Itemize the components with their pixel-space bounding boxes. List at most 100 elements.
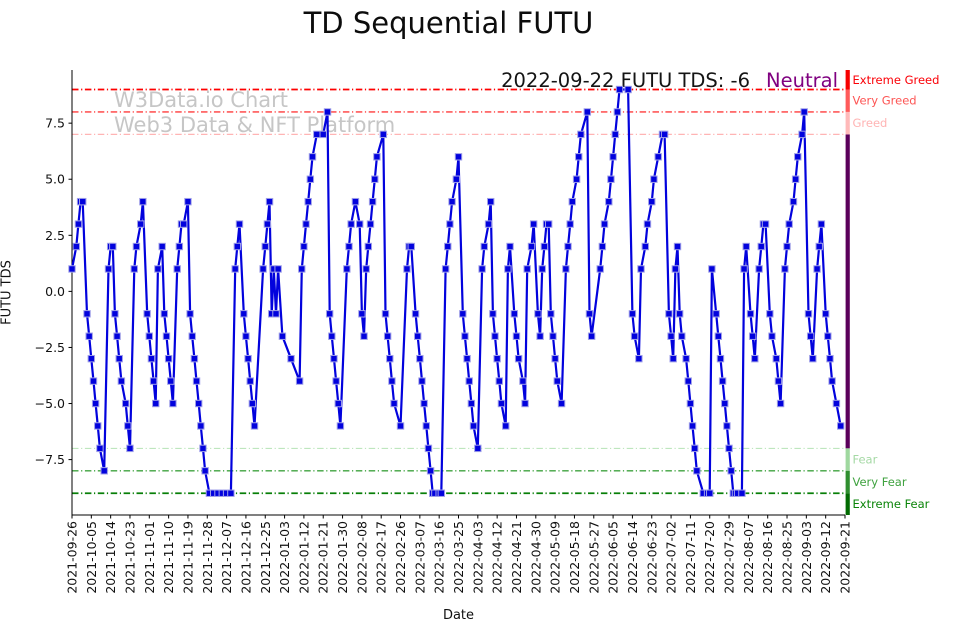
x-tick-label: 2021-10-23: [122, 521, 137, 594]
data-point-marker: [304, 197, 312, 206]
data-point-marker: [673, 242, 682, 251]
data-point-marker: [386, 354, 394, 363]
data-point-marker: [94, 422, 102, 430]
data-point-marker: [512, 332, 521, 340]
data-point-marker: [418, 377, 426, 385]
y-tick-label: 5.0: [45, 172, 65, 187]
x-tick-label: 2022-09-12: [818, 521, 833, 594]
data-point-marker: [139, 197, 147, 206]
data-point-marker: [111, 310, 119, 318]
data-point-marker: [761, 220, 770, 228]
x-tick-label: 2022-03-07: [412, 521, 427, 594]
data-point-marker: [235, 220, 244, 228]
data-point-marker: [444, 242, 452, 251]
x-tick-label: 2022-09-21: [838, 521, 853, 594]
data-point-marker: [100, 467, 108, 475]
data-point-marker: [113, 332, 121, 340]
data-point-marker: [478, 265, 486, 273]
data-point-marker: [287, 354, 295, 363]
data-point-marker: [712, 310, 720, 318]
x-tick-label: 2022-01-21: [316, 521, 331, 594]
x-tick-label: 2022-08-07: [741, 521, 756, 594]
data-point-marker: [274, 265, 282, 273]
data-point-marker: [465, 377, 473, 385]
data-point-marker: [388, 377, 396, 385]
data-point-marker: [149, 377, 158, 385]
data-point-marker: [467, 399, 476, 408]
data-point-marker: [776, 399, 785, 408]
data-point-marker: [197, 422, 205, 430]
data-point-marker: [259, 265, 267, 273]
data-point-marker: [714, 332, 723, 340]
data-point-marker: [137, 220, 145, 228]
data-point-marker: [693, 467, 701, 475]
x-tick-label: 2022-01-03: [277, 521, 292, 594]
sentiment-bar-neutral: [845, 134, 850, 449]
data-point-marker: [519, 377, 527, 385]
data-point-marker: [824, 332, 832, 340]
sentiment-band-label-greed: Greed: [853, 116, 888, 130]
data-point-marker: [306, 175, 315, 183]
data-point-marker: [637, 265, 645, 273]
x-tick-label: 2022-09-03: [799, 521, 814, 594]
data-point-marker: [332, 377, 340, 385]
data-point-marker: [510, 310, 519, 318]
data-point-marker: [624, 85, 632, 94]
data-point-marker: [648, 197, 656, 206]
data-point-marker: [194, 399, 203, 408]
data-point-marker: [79, 197, 87, 206]
data-point-marker: [751, 354, 759, 363]
data-point-marker: [783, 242, 791, 251]
sentiment-band-label-very-greed: Very Greed: [853, 94, 917, 108]
data-point-marker: [104, 265, 113, 273]
data-point-marker: [800, 108, 808, 116]
data-point-marker: [813, 265, 821, 273]
x-tick-label: 2022-04-30: [528, 521, 543, 594]
chart-title: TD Sequential FUTU: [303, 6, 594, 40]
data-point-marker: [201, 467, 209, 475]
data-point-marker: [487, 197, 495, 206]
data-point-marker: [766, 310, 774, 318]
data-point-marker: [334, 399, 342, 408]
data-point-marker: [536, 332, 544, 340]
data-point-marker: [474, 444, 482, 453]
sentiment-bar-extreme-fear: [845, 493, 850, 515]
data-point-marker: [497, 399, 506, 408]
data-point-marker: [371, 175, 379, 183]
x-tick-label: 2022-01-12: [296, 521, 311, 594]
data-point-marker: [817, 220, 826, 228]
x-tick-label: 2021-11-28: [200, 521, 215, 594]
data-point-marker: [244, 354, 252, 363]
data-point-marker: [684, 377, 692, 385]
data-point-marker: [437, 489, 446, 497]
data-point-marker: [130, 265, 138, 273]
data-point-marker: [164, 354, 173, 363]
data-point-marker: [740, 265, 748, 273]
data-point-marker: [547, 310, 555, 318]
sentiment-bar-greed: [845, 111, 850, 135]
data-point-marker: [791, 175, 800, 183]
data-point-marker: [667, 332, 675, 340]
data-point-marker: [643, 220, 652, 228]
data-point-marker: [757, 242, 765, 251]
sentiment-band-label-extreme-greed: Extreme Greed: [853, 73, 940, 87]
data-point-marker: [815, 242, 823, 251]
x-tick-label: 2022-07-20: [702, 521, 717, 594]
data-point-marker: [504, 265, 512, 273]
x-tick-label: 2021-11-01: [142, 521, 157, 594]
data-point-marker: [587, 332, 596, 340]
data-point-marker: [551, 354, 559, 363]
data-point-marker: [124, 422, 132, 430]
y-tick-label: 2.5: [45, 228, 65, 243]
data-point-marker: [336, 422, 345, 430]
data-point-marker: [345, 242, 353, 251]
data-point-marker: [250, 422, 259, 430]
data-point-marker: [557, 399, 566, 408]
data-point-marker: [126, 444, 134, 453]
x-tick-label: 2022-07-11: [683, 521, 698, 594]
data-point-marker: [265, 197, 274, 206]
x-tick-label: 2022-04-12: [490, 521, 505, 594]
data-point-marker: [721, 399, 729, 408]
